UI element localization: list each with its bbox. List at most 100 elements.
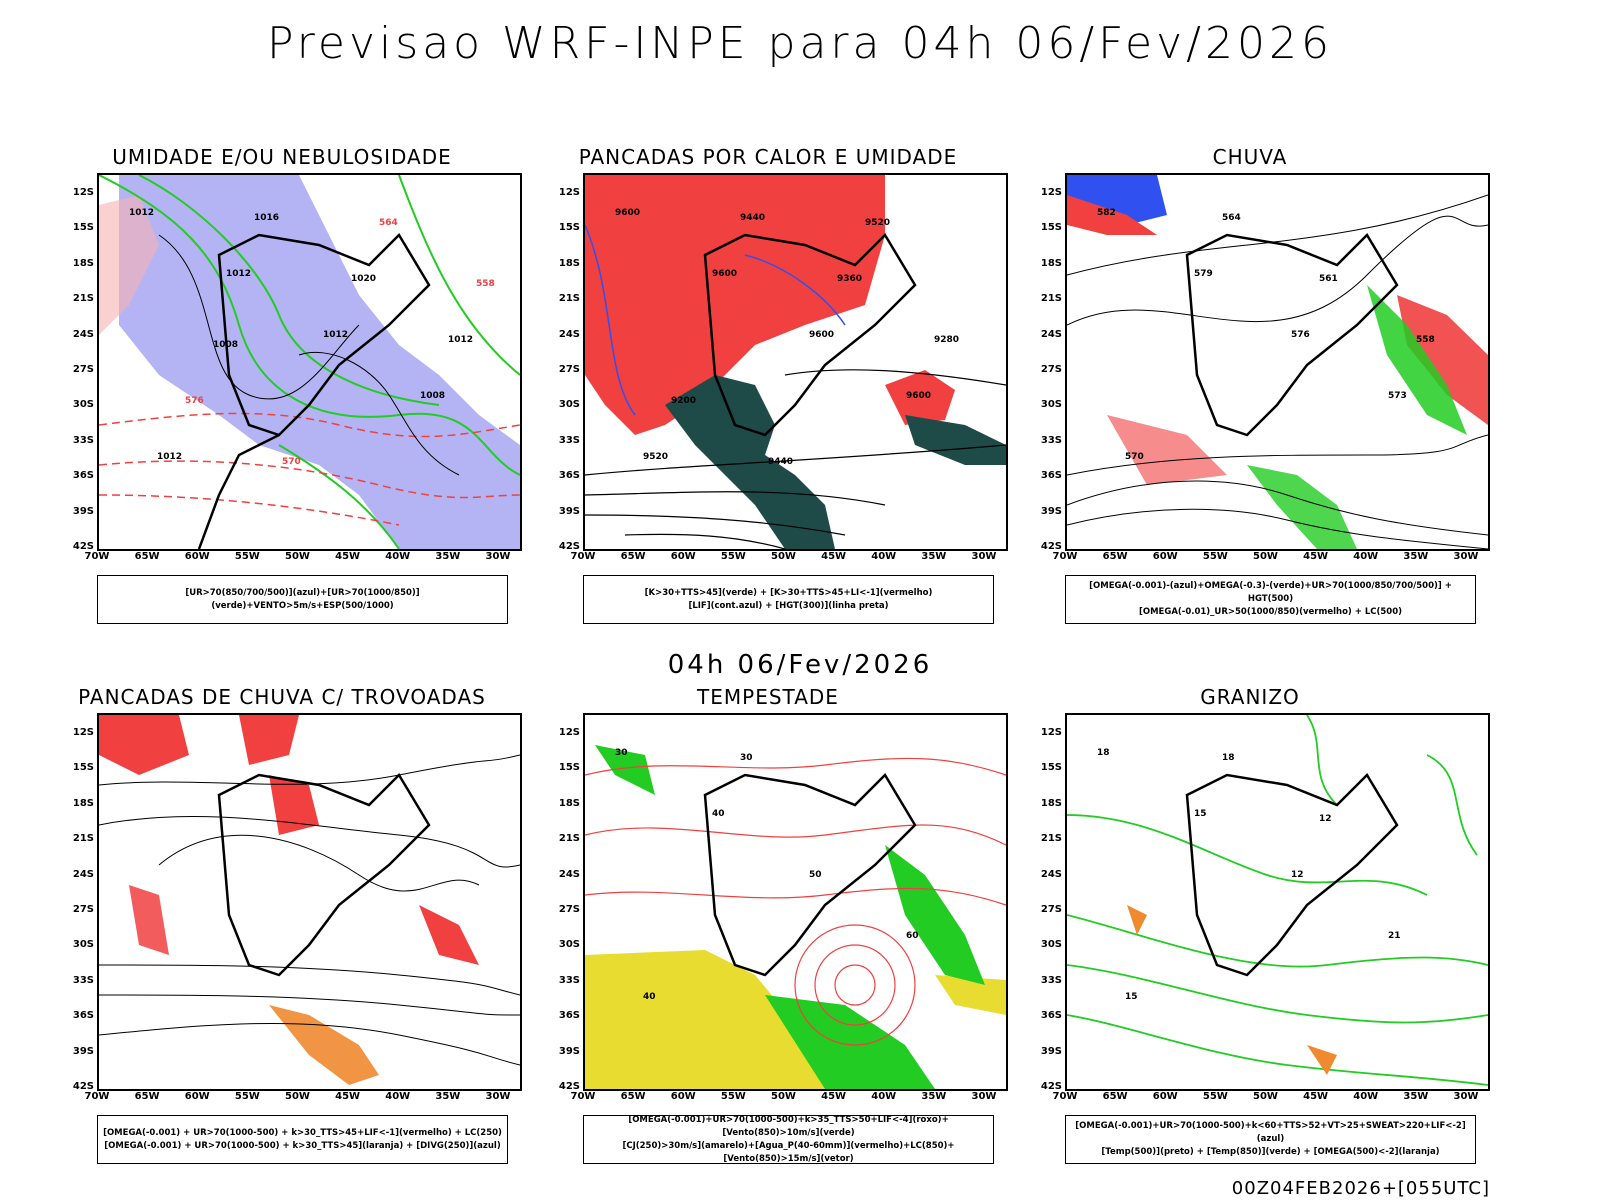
contour-label: 9600 [615,208,640,218]
lon-tick-label: 50W [285,551,310,562]
lat-tick-label: 21S [72,833,94,845]
lat-tick-label: 12S [1040,727,1062,738]
lat-tick-label: 21S [1040,833,1062,845]
lon-tick-label: 60W [1152,1091,1178,1102]
panel-title: TEMPESTADE [697,685,839,709]
contour-label: 18 [1097,748,1110,758]
lat-tick-label: 33S [558,434,580,446]
lat-tick-label: 36S [558,1010,580,1022]
lon-tick-label: 30W [971,1091,997,1102]
contour-label: 9200 [671,396,696,406]
lon-tick-label: 40W [871,551,897,562]
lat-tick-label: 42S [72,541,94,552]
contour-label: 1016 [254,213,279,223]
lon-tick-label: 70W [84,551,110,562]
lon-tick-label: 40W [385,551,411,562]
lon-tick-label: 50W [771,1091,796,1102]
contour-label: 12 [1291,870,1304,880]
lat-tick-label: 42S [558,541,580,552]
lon-tick-label: 45W [1303,1091,1329,1102]
contour-label: 1008 [420,391,445,401]
lat-tick-label: 12S [558,727,580,738]
map-tempestade: 30 40 50 60 40 30 [583,713,1008,1091]
legend: [OMEGA(-0.001)+UR>70(1000-500)+k<60+TTS>… [1065,1115,1476,1164]
lon-tick-label: 35W [1403,551,1429,562]
panel-title: PANCADAS DE CHUVA C/ TROVOADAS [78,685,486,709]
contour-label: 9440 [740,213,765,223]
lat-tick-label: 12S [1040,187,1062,198]
contour-label: 1012 [323,330,348,340]
contour-label: 1012 [448,335,473,345]
lat-tick-label: 30S [558,399,580,411]
contour-label: 558 [476,279,495,289]
lon-tick-label: 65W [1102,1091,1128,1102]
lat-tick-label: 30S [1040,939,1062,951]
lon-tick-label: 30W [1453,551,1479,562]
lon-tick-label: 35W [435,1091,461,1102]
contour-label: 12 [1319,814,1332,824]
contour-label: 15 [1194,809,1207,819]
legend-line: [OMEGA(-0.001) + UR>70(1000-500) + k>30_… [103,1127,502,1138]
panel-pancadas-calor: PANCADAS POR CALOR E UMIDADE 9600 9600 960… [528,145,1008,645]
contour-label: 9440 [768,457,793,467]
panel-tempestade: TEMPESTADE 30 40 50 60 40 30 [OMEGA(-0.001)+U… [528,685,1008,1185]
lon-tick-label: 45W [335,551,361,562]
lon-tick-label: 70W [570,551,596,562]
lon-tick-label: 60W [1152,551,1178,562]
lon-tick-label: 30W [485,1091,511,1102]
legend-line: [LIF](cont.azul) + [HGT(300)](linha pret… [688,600,889,611]
main-title: Previsao WRF-INPE para 04h 06/Fev/2026 [267,18,1333,69]
contour-label: 1012 [129,208,154,218]
lat-tick-label: 24S [558,868,580,880]
panel-title: CHUVA [1212,145,1288,169]
footer-timestamp: 00Z04FEB2026+[055UTC] [1231,1178,1490,1199]
contour-label: 1012 [157,452,182,462]
lat-tick-label: 42S [1040,1081,1062,1092]
lat-tick-label: 39S [1040,1045,1062,1057]
contour-label: 9520 [643,452,668,462]
lat-tick-label: 36S [72,470,94,482]
lon-tick-label: 35W [1403,1091,1429,1102]
mid-title: 04h 06/Fev/2026 [667,650,933,680]
contour-label: 570 [1125,452,1144,462]
lon-tick-label: 35W [435,551,461,562]
lat-tick-label: 39S [1040,505,1062,517]
lon-tick-label: 65W [134,1091,160,1102]
lat-tick-label: 30S [558,939,580,951]
lat-tick-label: 27S [1040,904,1062,915]
lat-tick-label: 36S [1040,470,1062,482]
lon-tick-label: 60W [184,1091,210,1102]
contour-label: 1012 [226,269,251,279]
lon-tick-label: 40W [1353,551,1379,562]
contour-label: 9600 [809,330,834,340]
contour-label: 40 [643,992,656,1002]
lon-tick-label: 50W [285,1091,310,1102]
contour-label: 9600 [906,391,931,401]
legend: [OMEGA(-0.001)-(azul)+OMEGA(-0.3)-(verde… [1065,575,1476,624]
contour-label: 582 [1097,208,1116,218]
contour-label: 9600 [712,269,737,279]
lat-tick-label: 24S [72,328,94,340]
lat-tick-label: 30S [1040,399,1062,411]
map-granizo: 18 15 12 21 15 18 12 [1065,713,1490,1091]
map-svg [99,715,520,1089]
lat-tick-label: 15S [72,222,94,234]
lat-tick-label: 36S [558,470,580,482]
map-svg: 30 40 50 60 40 30 [585,715,1006,1089]
lat-tick-label: 42S [72,1081,94,1092]
lat-tick-label: 30S [72,939,94,951]
lon-tick-label: 30W [971,551,997,562]
map-svg: 582 579 576 573 570 564 561 558 [1067,175,1488,549]
contour-label: 9520 [865,218,890,228]
lat-tick-label: 39S [558,505,580,517]
contour-label: 21 [1388,931,1401,941]
panel-title: GRANIZO [1200,685,1300,709]
lat-tick-label: 27S [72,904,94,915]
lat-tick-label: 27S [72,364,94,375]
lat-tick-label: 24S [1040,868,1062,880]
lat-tick-label: 33S [558,974,580,986]
lat-tick-label: 27S [558,904,580,915]
legend-line: [OMEGA(-0.001) + UR>70(1000-500) + k>30_… [104,1140,501,1151]
lon-tick-label: 55W [720,551,746,562]
lon-tick-label: 70W [1052,1091,1078,1102]
